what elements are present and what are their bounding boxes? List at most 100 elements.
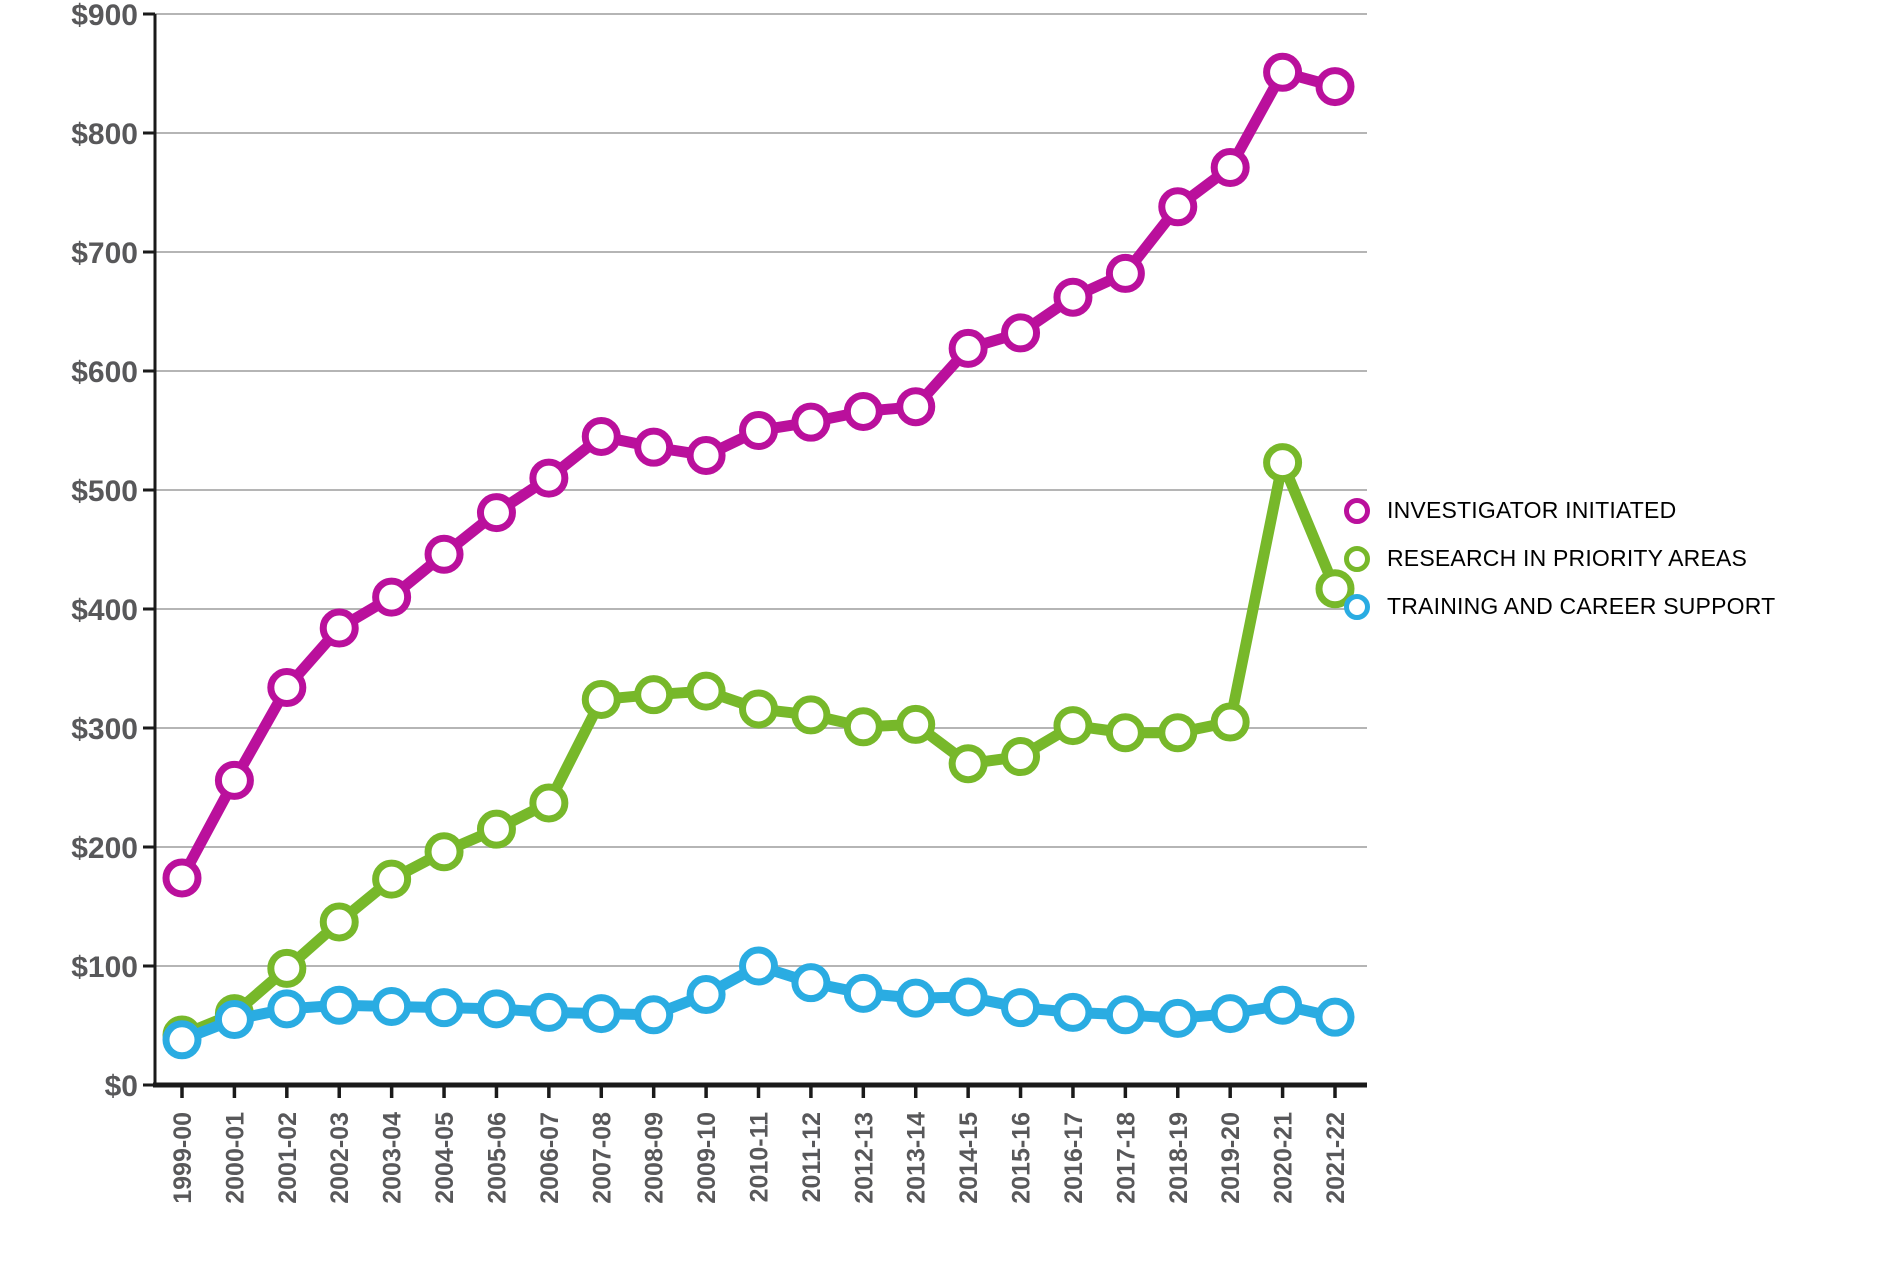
data-point — [634, 995, 674, 1035]
data-point — [1053, 277, 1093, 317]
data-point — [529, 783, 569, 823]
y-tick-label: $400 — [71, 594, 138, 627]
data-point — [1001, 988, 1041, 1028]
x-tick-label: 2008-09 — [641, 1112, 669, 1204]
data-point — [843, 973, 883, 1013]
data-point — [1210, 702, 1250, 742]
data-point — [948, 977, 988, 1017]
data-point — [1263, 52, 1303, 92]
legend-item-training-and-career-support: TRAINING AND CAREER SUPPORT — [1344, 593, 1775, 620]
legend-label: RESEARCH IN PRIORITY AREAS — [1387, 545, 1748, 571]
data-point — [634, 427, 674, 467]
x-tick-label: 2002-03 — [326, 1112, 354, 1204]
data-point — [686, 975, 726, 1015]
legend-marker-circle-icon — [1344, 593, 1370, 620]
x-tick-label: 2003-04 — [379, 1112, 407, 1204]
x-tick-label: 2016-17 — [1060, 1112, 1088, 1204]
data-point — [1105, 253, 1145, 293]
data-point — [162, 858, 202, 898]
data-point — [267, 948, 307, 988]
data-point — [372, 986, 412, 1026]
data-point — [739, 689, 778, 729]
data-point — [319, 902, 359, 942]
x-tick-label: 1999-00 — [169, 1112, 197, 1204]
legend-label: TRAINING AND CAREER SUPPORT — [1387, 593, 1776, 619]
x-tick-label: 2000-01 — [221, 1112, 249, 1204]
legend-item-research-in-priority-areas: RESEARCH IN PRIORITY AREAS — [1344, 545, 1775, 572]
data-point — [1315, 569, 1355, 609]
x-tick-label: 2013-14 — [903, 1112, 931, 1204]
data-point — [476, 493, 516, 533]
data-point — [267, 989, 307, 1029]
legend-item-investigator-initiated: INVESTIGATOR INITIATED — [1344, 497, 1775, 524]
data-point — [476, 989, 516, 1029]
legend: INVESTIGATOR INITIATED RESEARCH IN PRIOR… — [1344, 497, 1775, 620]
data-point — [1158, 713, 1198, 753]
data-point — [686, 435, 726, 475]
data-point — [739, 411, 778, 450]
x-tick-label: 2006-07 — [536, 1112, 564, 1204]
data-point — [686, 671, 726, 711]
y-tick-label: $700 — [71, 237, 138, 270]
data-point — [1210, 148, 1250, 188]
x-tick-label: 2007-08 — [588, 1112, 616, 1204]
data-point — [581, 416, 621, 456]
data-point — [1053, 992, 1093, 1032]
data-point — [1158, 998, 1198, 1038]
data-point — [1315, 997, 1355, 1037]
data-point — [1263, 985, 1303, 1025]
x-tick-label: 2015-16 — [1008, 1112, 1036, 1204]
y-tick-label: $600 — [71, 356, 138, 389]
data-point — [1263, 443, 1303, 483]
data-point — [1210, 994, 1250, 1034]
y-tick-label: $800 — [71, 118, 138, 151]
y-tick-label: $0 — [105, 1070, 138, 1103]
series-line-0 — [176, 66, 1341, 884]
data-point — [1315, 67, 1355, 107]
data-point — [319, 985, 359, 1025]
x-tick-label: 2012-13 — [850, 1112, 878, 1204]
x-tick-label: 2017-18 — [1112, 1112, 1140, 1204]
y-tick-label: $200 — [71, 832, 138, 865]
x-tick-label: 2014-15 — [955, 1112, 983, 1204]
y-tick-label: $100 — [71, 951, 138, 984]
data-point — [1158, 187, 1198, 227]
data-point — [843, 391, 883, 431]
data-point — [791, 695, 831, 735]
data-point — [529, 458, 569, 498]
legend-marker-circle-icon — [1344, 497, 1370, 524]
data-point — [372, 577, 412, 617]
y-tick-label: $900 — [71, 0, 138, 32]
data-point — [739, 946, 778, 986]
data-point — [372, 859, 412, 899]
data-point — [581, 679, 621, 719]
data-point — [948, 744, 988, 784]
x-tick-label: 2009-10 — [693, 1112, 721, 1204]
data-point — [896, 704, 936, 744]
x-tick-label: 2010-11 — [746, 1112, 774, 1202]
x-tick-label: 2011-12 — [798, 1112, 826, 1202]
data-point — [214, 760, 254, 800]
data-point — [1105, 995, 1145, 1035]
data-point — [948, 328, 988, 368]
data-point — [791, 963, 831, 1003]
data-point — [214, 1000, 254, 1040]
data-point — [896, 387, 936, 427]
x-tick-label: 2004-05 — [431, 1112, 459, 1204]
data-point — [424, 988, 464, 1028]
data-point — [843, 707, 883, 747]
data-point — [1053, 706, 1093, 746]
y-tick-label: $300 — [71, 713, 138, 746]
data-point — [319, 608, 359, 648]
data-point — [896, 978, 936, 1018]
data-point — [634, 675, 674, 715]
x-tick-label: 2001-02 — [274, 1112, 302, 1204]
data-point — [1105, 713, 1145, 753]
x-tick-label: 2021-22 — [1322, 1112, 1350, 1204]
x-tick-label: 2019-20 — [1217, 1112, 1245, 1204]
data-point — [267, 668, 307, 708]
data-point — [791, 402, 831, 442]
data-point — [581, 994, 621, 1034]
